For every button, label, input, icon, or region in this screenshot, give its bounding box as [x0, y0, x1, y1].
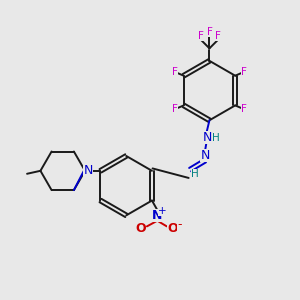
Text: H: H [212, 133, 220, 143]
Text: F: F [215, 31, 221, 41]
Text: N: N [200, 149, 210, 162]
Text: -: - [177, 218, 182, 231]
Text: +: + [158, 206, 167, 216]
Text: H: H [191, 169, 199, 179]
Text: O: O [167, 222, 178, 235]
Text: F: F [172, 104, 178, 114]
Text: N: N [202, 131, 212, 144]
Text: F: F [241, 67, 246, 77]
Text: N: N [83, 164, 93, 177]
Text: F: F [206, 27, 212, 37]
Text: N: N [152, 209, 163, 223]
Text: F: F [198, 31, 204, 41]
Text: O: O [136, 222, 146, 235]
Text: F: F [172, 67, 178, 77]
Text: F: F [241, 104, 246, 114]
